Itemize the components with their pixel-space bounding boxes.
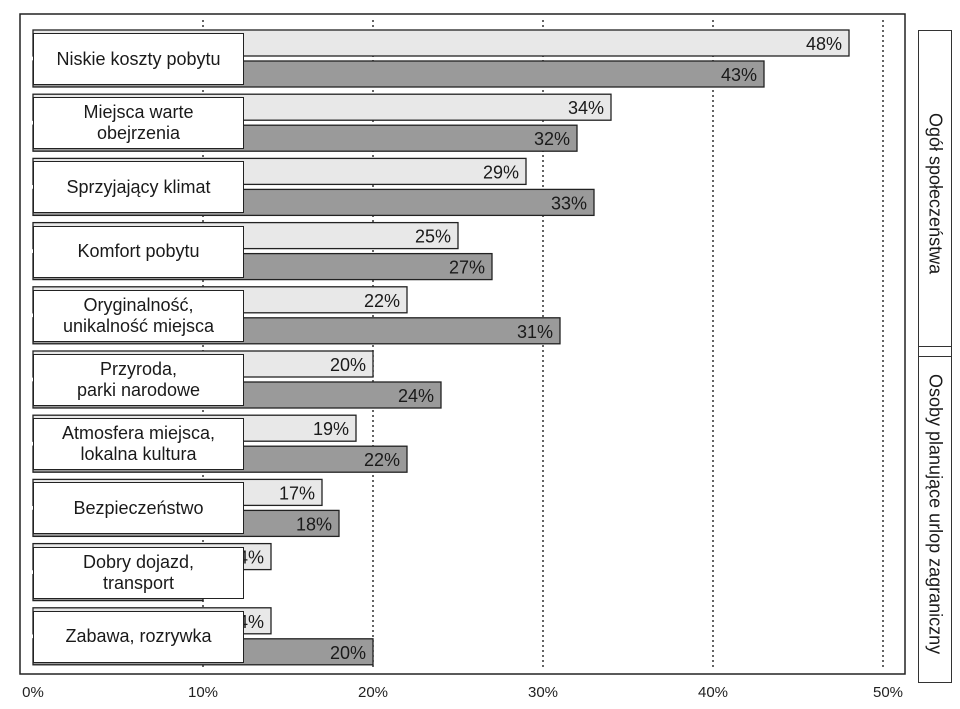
category-label: Komfort pobytu: [33, 225, 244, 278]
category-label: Atmosfera miejsca, lokalna kultura: [33, 418, 244, 471]
x-tick-label: 40%: [698, 684, 728, 701]
category-label: Sprzyjający klimat: [33, 161, 244, 214]
data-label: 31%: [517, 322, 553, 342]
data-label: 18%: [296, 514, 332, 534]
category-label: Zabawa, rozrywka: [33, 610, 244, 663]
data-label: 32%: [534, 129, 570, 149]
data-label: 33%: [551, 193, 587, 213]
data-label: 48%: [806, 34, 842, 54]
category-label: Miejsca warte obejrzenia: [33, 97, 244, 150]
data-label: 24%: [398, 386, 434, 406]
plot-frame: [19, 13, 906, 675]
legend-series-1: Ogół społeczeństwa: [918, 30, 952, 357]
data-label: 19%: [313, 419, 349, 439]
data-label: 29%: [483, 162, 519, 182]
x-tick-label: 0%: [22, 684, 44, 701]
x-tick-label: 30%: [528, 684, 558, 701]
data-label: 22%: [364, 450, 400, 470]
x-axis-ticks: 0% 10% 20% 30% 40% 50%: [22, 684, 903, 701]
legend-series-2: Osoby planujące urlop zagraniczny: [918, 346, 952, 683]
x-tick-label: 50%: [873, 684, 903, 701]
data-label: 20%: [330, 355, 366, 375]
data-label: 34%: [568, 98, 604, 118]
data-label: 20%: [330, 643, 366, 663]
category-label: Oryginalność, unikalność miejsca: [33, 289, 244, 342]
legend-label-series-2: Osoby planujące urlop zagraniczny: [925, 374, 946, 655]
data-label: 25%: [415, 227, 451, 247]
category-label: Bezpieczeństwo: [33, 482, 244, 535]
category-label: Przyroda, parki narodowe: [33, 354, 244, 406]
x-tick-label: 20%: [358, 684, 388, 701]
category-label: Niskie koszty pobytu: [33, 33, 244, 85]
legend-label-series-1: Ogół społeczeństwa: [925, 112, 946, 275]
data-label: 22%: [364, 291, 400, 311]
x-tick-label: 10%: [188, 684, 218, 701]
category-label: Dobry dojazd, transport: [33, 546, 244, 599]
data-label: 43%: [721, 65, 757, 85]
data-label: 17%: [279, 483, 315, 503]
data-label: 27%: [449, 258, 485, 278]
